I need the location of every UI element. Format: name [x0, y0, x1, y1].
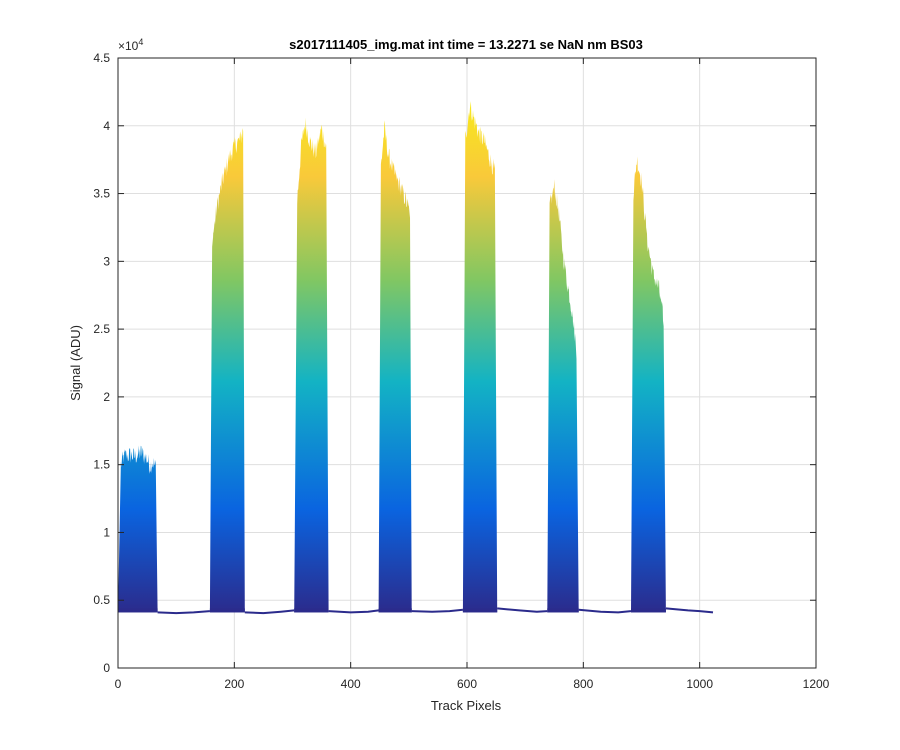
x-tick-label: 600 [457, 677, 477, 691]
x-tick-label: 1200 [803, 677, 830, 691]
baseline-segment-6 [665, 607, 714, 614]
peak-base-band-0 [118, 608, 158, 613]
peak-base-band-2 [294, 608, 329, 613]
baseline-segment-4 [497, 607, 548, 613]
y-tick-label: 3.5 [93, 187, 110, 201]
y-tick-label: 1 [103, 525, 110, 539]
y-axis-label: Signal (ADU) [68, 325, 83, 401]
peak-base-band-1 [209, 608, 245, 613]
baseline-segment-2 [328, 609, 379, 614]
data-layer [118, 101, 714, 615]
y-tick-label: 0.5 [93, 593, 110, 607]
y-tick-label: 0 [103, 661, 110, 675]
y-tick-label: 2 [103, 390, 110, 404]
signal-peak-4 [462, 101, 498, 613]
signal-peak-0 [118, 445, 158, 613]
x-tick-label: 200 [224, 677, 244, 691]
signal-peak-6 [631, 156, 666, 613]
x-axis-label: Track Pixels [431, 698, 502, 713]
y-exponent-label: ×104 [118, 37, 143, 53]
signal-peak-3 [378, 120, 412, 613]
x-tick-label: 0 [115, 677, 122, 691]
peak-base-band-4 [462, 608, 498, 613]
y-tick-label: 1.5 [93, 458, 110, 472]
x-tick-label: 800 [573, 677, 593, 691]
baseline-segment-1 [244, 609, 295, 615]
peak-base-band-3 [378, 608, 412, 613]
y-tick-label: 4 [103, 119, 110, 133]
baseline-segment-3 [411, 608, 464, 613]
peak-base-band-6 [631, 608, 666, 613]
signal-peak-5 [547, 179, 579, 613]
y-tick-label: 4.5 [93, 51, 110, 65]
y-tick-label: 2.5 [93, 322, 110, 336]
peak-base-band-5 [547, 608, 579, 613]
baseline-segment-5 [578, 608, 632, 614]
baseline-segment-0 [157, 610, 210, 615]
x-tick-label: 400 [341, 677, 361, 691]
chart-title: s2017111405_img.mat int time = 13.2271 s… [289, 37, 643, 52]
signal-peak-1 [209, 128, 245, 613]
x-tick-label: 1000 [686, 677, 713, 691]
tick-layer: 0 200 400 600 800 1000 1200 0 0.5 1 1.5 2 2.5 3 3.5 4 4.… [93, 51, 829, 691]
signal-peak-2 [294, 117, 329, 613]
y-tick-label: 3 [103, 254, 110, 268]
